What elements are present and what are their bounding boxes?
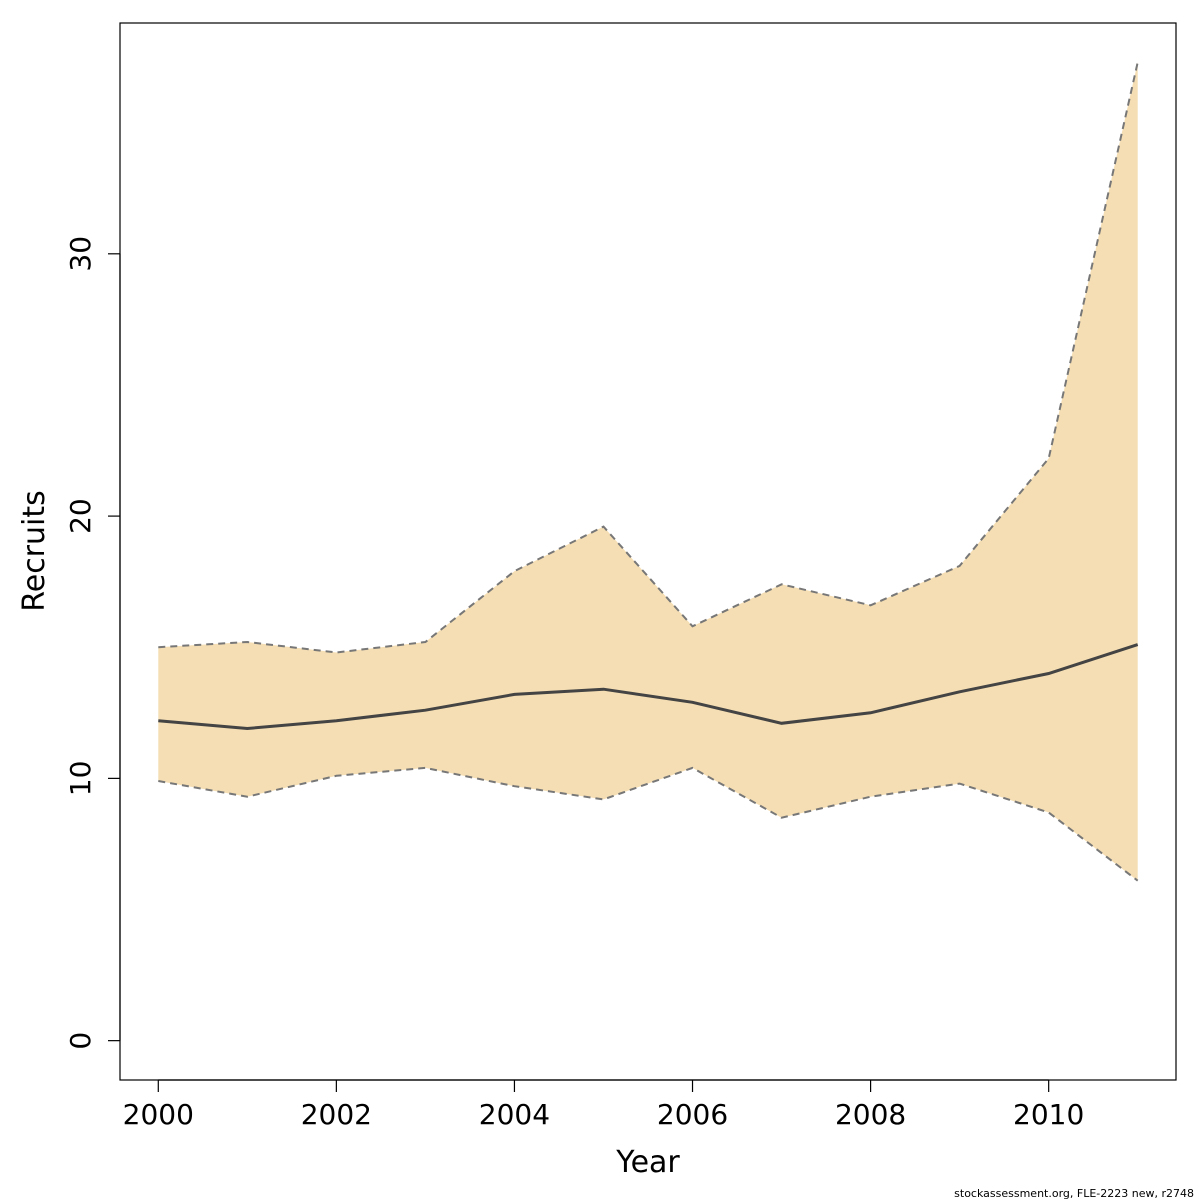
source-caption: stockassessment.org, FLE-2223 new, r2748 <box>954 1187 1194 1200</box>
lower-bound-line <box>158 766 1139 882</box>
x-tick-label: 2008 <box>835 1098 906 1131</box>
y-tick-label: 0 <box>64 1032 97 1050</box>
confidence-band <box>158 62 1138 881</box>
x-tick-label: 2006 <box>657 1098 728 1131</box>
y-tick-label: 20 <box>64 498 97 534</box>
x-tick-label: 2000 <box>123 1098 194 1131</box>
y-axis: 0 10 20 30 <box>64 236 121 1050</box>
x-tick-label: 2010 <box>1013 1098 1084 1131</box>
x-tick-label: 2004 <box>479 1098 550 1131</box>
x-axis: 2000 2002 2004 2006 2008 2010 <box>123 1079 1084 1131</box>
y-tick-label: 30 <box>64 236 97 272</box>
upper-bound-line <box>158 62 1139 654</box>
x-tick-label: 2002 <box>301 1098 372 1131</box>
y-axis-title: Recruits <box>17 490 52 612</box>
x-axis-title: Year <box>615 1145 680 1180</box>
median-line <box>158 643 1139 731</box>
y-tick-label: 10 <box>64 761 97 797</box>
